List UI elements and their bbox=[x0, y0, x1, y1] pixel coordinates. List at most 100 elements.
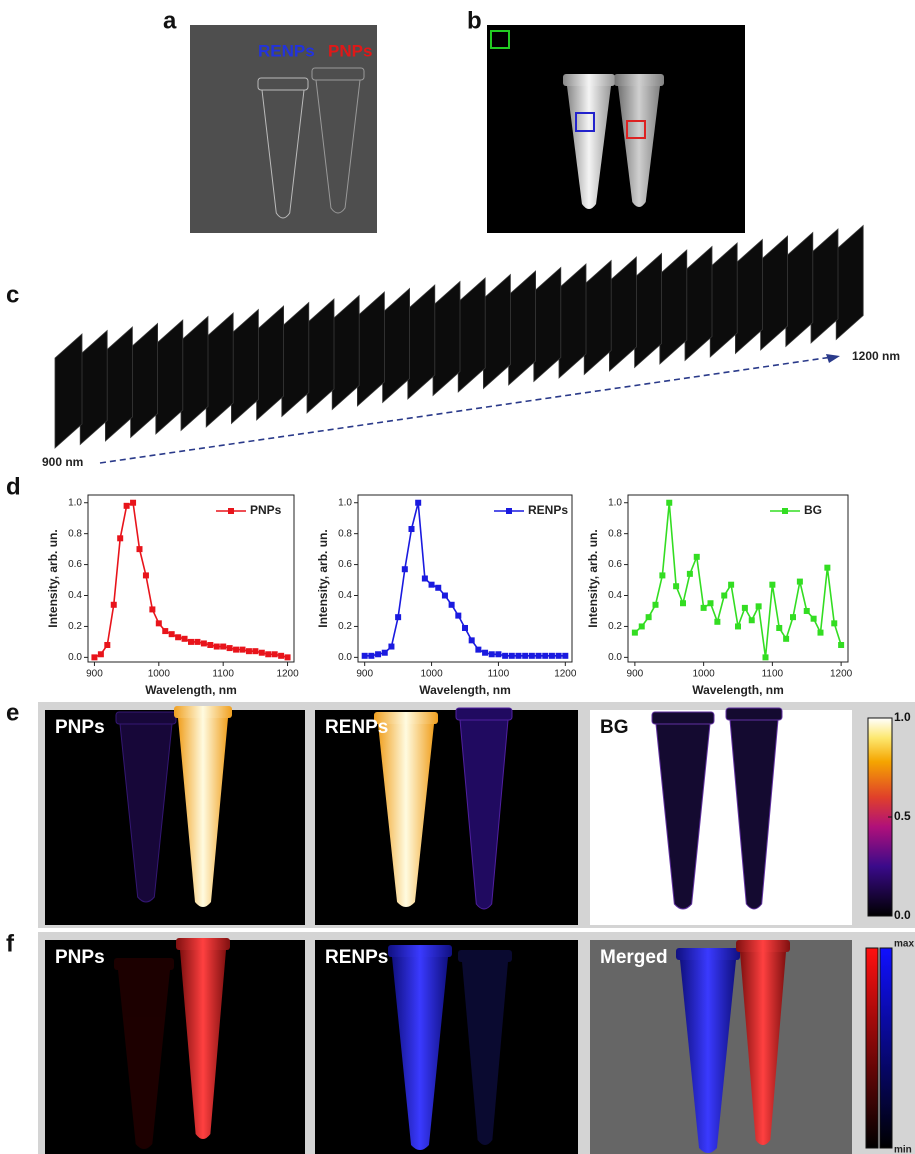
tube-cap bbox=[651, 711, 715, 725]
tube bbox=[114, 958, 174, 1149]
tube-body bbox=[680, 960, 736, 1153]
marker bbox=[831, 620, 838, 627]
tube-cap bbox=[115, 711, 177, 725]
marker bbox=[381, 649, 388, 656]
marker bbox=[700, 604, 707, 611]
tube-cap bbox=[388, 945, 452, 957]
tube-body bbox=[261, 89, 305, 219]
x-axis-label: Wavelength, nm bbox=[419, 683, 511, 697]
marker bbox=[168, 631, 175, 638]
marker bbox=[284, 654, 291, 661]
image bbox=[590, 710, 852, 925]
marker bbox=[130, 499, 137, 506]
spectral-frame bbox=[457, 277, 486, 393]
marker bbox=[735, 623, 741, 630]
tube bbox=[374, 712, 438, 907]
marker bbox=[741, 604, 748, 611]
tube-cap bbox=[114, 958, 174, 970]
marker bbox=[796, 578, 803, 585]
marker bbox=[776, 624, 783, 631]
marker bbox=[441, 592, 448, 599]
spectral-frame bbox=[356, 291, 385, 407]
tube bbox=[736, 940, 790, 1145]
marker bbox=[91, 654, 98, 661]
marker bbox=[728, 581, 735, 588]
spectral-frame bbox=[810, 228, 839, 344]
marker bbox=[515, 652, 522, 659]
marker bbox=[548, 652, 555, 659]
legend-label: RENPs bbox=[528, 503, 568, 517]
marker bbox=[638, 623, 645, 630]
tube bbox=[257, 77, 309, 219]
plot-frame bbox=[357, 494, 573, 663]
marker bbox=[207, 641, 214, 648]
image-title: PNPs bbox=[55, 717, 105, 738]
spectral-frame bbox=[256, 305, 285, 421]
legend-marker bbox=[506, 508, 512, 514]
image-title: RENPs bbox=[325, 947, 388, 968]
spectral-frame bbox=[760, 235, 788, 351]
tube-body bbox=[315, 79, 361, 214]
image bbox=[315, 710, 578, 925]
marker bbox=[666, 499, 673, 506]
marker bbox=[428, 581, 435, 588]
spectral-frame bbox=[155, 319, 184, 435]
image-title: PNPs bbox=[55, 947, 105, 968]
marker bbox=[421, 575, 428, 582]
marker bbox=[810, 615, 817, 622]
marker bbox=[375, 651, 382, 658]
spectral-frame bbox=[105, 326, 133, 442]
marker bbox=[200, 640, 207, 647]
spectral-frame bbox=[180, 315, 209, 432]
marker bbox=[265, 651, 272, 658]
marker bbox=[239, 646, 246, 653]
marker bbox=[245, 648, 252, 655]
image bbox=[45, 710, 305, 925]
roi-bg bbox=[490, 30, 510, 49]
marker bbox=[790, 614, 796, 621]
series-line bbox=[94, 501, 288, 659]
marker bbox=[824, 564, 831, 571]
spectral-frame bbox=[407, 284, 436, 400]
marker bbox=[188, 638, 194, 645]
spectral-frame bbox=[130, 322, 159, 439]
tube bbox=[458, 950, 512, 1145]
panel-label: d bbox=[6, 473, 21, 500]
y-axis-label: Intensity, arb. un. bbox=[586, 529, 600, 627]
marker bbox=[226, 645, 233, 652]
spectral-frame bbox=[230, 308, 259, 425]
spectral-frame bbox=[709, 242, 738, 358]
y-tick-label: 0.4 bbox=[338, 590, 352, 601]
marker bbox=[488, 651, 495, 658]
y-tick-label: 1.0 bbox=[338, 497, 352, 508]
y-tick-label: 0.2 bbox=[68, 621, 82, 632]
colorbar-tick-label: 1.0 bbox=[894, 710, 911, 724]
tube bbox=[563, 74, 615, 209]
tube-body bbox=[392, 957, 448, 1150]
spectral-frame bbox=[281, 301, 310, 418]
marker bbox=[528, 652, 535, 659]
spectral-frame bbox=[432, 280, 461, 397]
tube-body bbox=[178, 718, 228, 907]
marker bbox=[123, 502, 130, 509]
y-tick-label: 0.8 bbox=[608, 528, 622, 539]
legend-label: BG bbox=[804, 503, 822, 517]
marker bbox=[162, 628, 169, 635]
y-axis-label: Intensity, arb. un. bbox=[46, 529, 60, 627]
tube-body bbox=[740, 952, 786, 1145]
y-tick-label: 0.4 bbox=[68, 590, 82, 601]
tube-body bbox=[119, 723, 173, 903]
marker bbox=[783, 635, 790, 642]
tube-cap bbox=[458, 950, 512, 962]
marker bbox=[555, 652, 562, 659]
marker bbox=[408, 526, 415, 533]
x-tick-label: 900 bbox=[86, 669, 103, 680]
marker bbox=[388, 643, 395, 650]
x-tick-label: 1000 bbox=[420, 669, 443, 680]
spectral-frame bbox=[609, 256, 637, 372]
marker bbox=[258, 649, 265, 656]
marker bbox=[721, 592, 728, 599]
y-tick-label: 0.0 bbox=[68, 652, 82, 663]
marker bbox=[455, 612, 462, 619]
roi-pnps bbox=[626, 120, 646, 139]
